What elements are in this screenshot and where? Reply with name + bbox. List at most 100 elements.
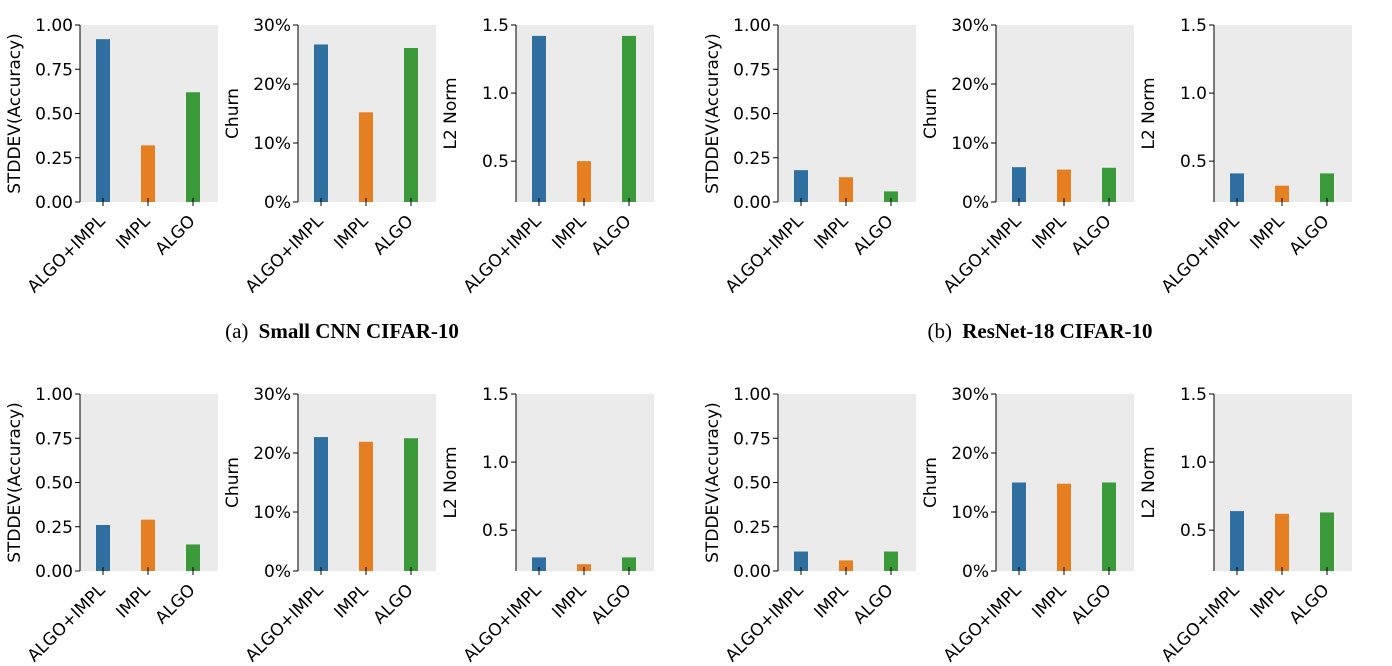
caption-b: (b) ResNet-18 CIFAR-10 xyxy=(927,319,1152,343)
y-tick-label: 1.5 xyxy=(1180,16,1207,36)
bar xyxy=(839,560,853,571)
caption-a: (a) Small CNN CIFAR-10 xyxy=(225,319,459,343)
x-tick-label: IMPL xyxy=(331,211,373,253)
x-tick-label: ALGO+IMPL xyxy=(24,211,110,297)
x-tick-label: IMPL xyxy=(811,211,853,253)
bar xyxy=(359,441,373,571)
caption-a-prefix: (a) xyxy=(225,319,248,343)
x-tick-label: ALGO+IMPL xyxy=(460,580,546,666)
x-tick-label: IMPL xyxy=(811,580,853,622)
bar xyxy=(404,48,418,203)
x-tick-label: ALGO xyxy=(370,211,418,259)
y-tick-label: 1.00 xyxy=(733,385,771,405)
caption-b-title: ResNet-18 CIFAR-10 xyxy=(962,319,1152,343)
bar xyxy=(794,170,808,202)
x-tick-label: ALGO+IMPL xyxy=(242,211,328,297)
y-axis-label: L2 Norm xyxy=(441,77,461,149)
x-tick-label: ALGO xyxy=(370,580,418,628)
y-tick-label: 0.50 xyxy=(733,105,771,125)
x-tick-label: IMPL xyxy=(549,580,591,622)
bar xyxy=(96,524,110,571)
y-axis-label: STDDEV(Accuracy) xyxy=(703,402,723,563)
y-tick-label: 20% xyxy=(253,75,291,95)
bar xyxy=(1057,483,1071,571)
x-tick-label: ALGO xyxy=(1068,211,1116,259)
x-tick-label: ALGO+IMPL xyxy=(940,580,1026,666)
y-tick-label: 1.0 xyxy=(482,453,509,473)
y-axis-label: Churn xyxy=(921,457,941,508)
x-tick-label: ALGO+IMPL xyxy=(1158,580,1244,666)
bar xyxy=(141,145,155,202)
bar xyxy=(1012,167,1026,202)
bar xyxy=(839,177,853,202)
x-tick-label: ALGO xyxy=(850,211,898,259)
bar xyxy=(186,544,200,571)
bar xyxy=(186,92,200,202)
bar xyxy=(1230,511,1244,571)
y-axis-label: L2 Norm xyxy=(1139,446,1159,518)
y-axis-label: Churn xyxy=(223,88,243,139)
bar xyxy=(884,551,898,571)
bar xyxy=(532,35,546,203)
x-tick-label: ALGO xyxy=(152,211,200,259)
y-tick-label: 20% xyxy=(951,444,989,464)
caption-a-title: Small CNN CIFAR-10 xyxy=(259,319,459,343)
y-tick-label: 0.50 xyxy=(35,474,73,494)
x-tick-label: ALGO xyxy=(588,580,636,628)
y-tick-label: 20% xyxy=(253,444,291,464)
y-tick-label: 0.50 xyxy=(35,105,73,125)
x-tick-label: ALGO+IMPL xyxy=(242,580,328,666)
x-tick-label: IMPL xyxy=(1029,580,1071,622)
chart-panel: 0.00 0.25 0.50 0.75 1.00 STDDEV(Accuracy) ALGO… xyxy=(5,16,218,297)
y-tick-label: 1.5 xyxy=(482,16,509,36)
bar xyxy=(1057,169,1071,202)
x-tick-label: IMPL xyxy=(113,211,155,253)
x-tick-label: ALGO+IMPL xyxy=(460,211,546,297)
y-tick-label: 10% xyxy=(951,503,989,523)
chart-panel: 0.00 0.25 0.50 0.75 1.00 STDDEV(Accuracy) ALGO… xyxy=(703,16,916,297)
bar xyxy=(622,557,636,571)
chart-panel: 0.00 0.25 0.50 0.75 1.00 STDDEV(Accuracy) ALGO… xyxy=(703,385,916,666)
chart-panel: 0.00 0.25 0.50 0.75 1.00 STDDEV(Accuracy) ALGO… xyxy=(5,385,218,666)
plot-area xyxy=(516,394,654,571)
bar xyxy=(532,557,546,571)
bar xyxy=(1012,482,1026,571)
y-tick-label: 1.5 xyxy=(482,385,509,405)
x-tick-label: ALGO xyxy=(1286,211,1334,259)
y-tick-label: 0.5 xyxy=(482,521,509,541)
bar xyxy=(404,438,418,571)
x-tick-label: ALGO xyxy=(1286,580,1334,628)
y-axis-label: STDDEV(Accuracy) xyxy=(5,402,25,563)
y-tick-label: 0% xyxy=(264,193,291,213)
y-tick-label: 1.5 xyxy=(1180,385,1207,405)
y-tick-label: 0.75 xyxy=(35,429,73,449)
y-tick-label: 0.5 xyxy=(482,152,509,172)
bar xyxy=(314,44,328,202)
bar xyxy=(314,437,328,571)
y-axis-label: Churn xyxy=(921,88,941,139)
y-tick-label: 10% xyxy=(253,134,291,154)
caption-b-prefix: (b) xyxy=(927,319,952,343)
y-tick-label: 1.00 xyxy=(35,385,73,405)
x-tick-label: IMPL xyxy=(1247,580,1289,622)
y-tick-label: 1.0 xyxy=(482,84,509,104)
y-tick-label: 1.00 xyxy=(35,16,73,36)
y-axis-label: Churn xyxy=(223,457,243,508)
y-tick-label: 10% xyxy=(253,503,291,523)
x-tick-label: IMPL xyxy=(113,580,155,622)
y-tick-label: 0.50 xyxy=(733,474,771,494)
bar xyxy=(141,519,155,571)
y-tick-label: 0.25 xyxy=(733,518,771,538)
bar xyxy=(1275,185,1289,202)
y-axis-label: L2 Norm xyxy=(441,446,461,518)
y-tick-label: 30% xyxy=(951,16,989,36)
